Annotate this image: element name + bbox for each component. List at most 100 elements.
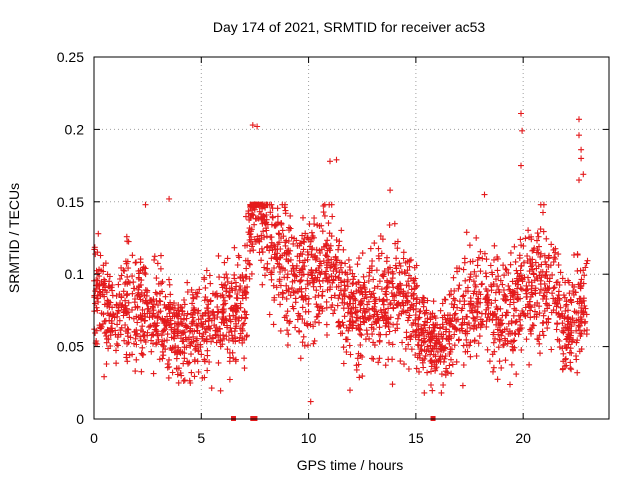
data-point	[285, 288, 292, 295]
data-point	[408, 275, 414, 282]
data-point	[276, 230, 282, 237]
data-point	[158, 280, 165, 287]
data-point	[470, 278, 477, 285]
data-point	[123, 354, 130, 361]
data-point	[561, 294, 568, 301]
x-tick-label: 10	[301, 430, 317, 446]
data-point	[463, 342, 470, 348]
data-point	[291, 289, 298, 296]
data-point	[278, 220, 285, 227]
data-point	[422, 338, 429, 345]
data-point	[300, 214, 306, 221]
data-point	[499, 329, 506, 336]
data-point	[555, 262, 562, 268]
data-point	[478, 310, 485, 317]
y-tick-label: 0.1	[65, 266, 85, 282]
data-point	[301, 342, 308, 349]
data-point	[329, 279, 336, 286]
data-point	[256, 249, 263, 256]
data-point	[473, 273, 480, 280]
data-point	[568, 350, 575, 357]
data-point	[462, 277, 469, 284]
data-point	[437, 343, 444, 350]
data-point	[360, 315, 367, 322]
data-point	[561, 324, 567, 331]
data-point	[160, 327, 167, 334]
data-point	[249, 211, 255, 218]
data-point	[318, 222, 325, 229]
data-point	[228, 280, 235, 287]
data-point	[389, 293, 396, 300]
data-point	[204, 347, 211, 354]
data-point	[258, 216, 265, 223]
data-point	[386, 339, 392, 346]
data-point	[296, 328, 303, 335]
data-point	[148, 337, 155, 344]
data-point	[408, 301, 415, 308]
data-point	[98, 323, 105, 330]
data-point	[578, 300, 585, 307]
data-point	[508, 361, 515, 368]
data-point	[164, 331, 171, 338]
data-point	[141, 269, 148, 276]
data-point	[350, 280, 357, 287]
data-point	[387, 300, 394, 306]
data-point	[383, 316, 390, 322]
data-point	[578, 331, 585, 337]
data-point	[179, 321, 186, 327]
data-point	[368, 321, 375, 328]
data-point	[447, 346, 454, 353]
data-point	[534, 230, 541, 237]
data-point	[367, 315, 373, 321]
data-point	[527, 314, 534, 321]
data-point	[371, 306, 378, 313]
data-point	[383, 284, 390, 291]
data-point	[305, 236, 312, 243]
data-point	[427, 342, 434, 349]
data-point	[131, 285, 138, 292]
data-point	[188, 286, 195, 293]
data-point	[423, 307, 430, 314]
data-point	[107, 343, 114, 349]
data-point	[95, 230, 102, 237]
data-point	[278, 264, 285, 271]
data-point	[204, 296, 211, 303]
data-point	[189, 319, 196, 325]
data-point	[277, 282, 284, 289]
data-point	[505, 320, 512, 327]
data-point	[263, 233, 270, 240]
data-point	[249, 122, 256, 129]
data-point	[502, 312, 509, 319]
data-point	[346, 342, 353, 349]
data-point	[226, 376, 233, 383]
data-point	[337, 323, 344, 330]
data-point	[254, 233, 261, 240]
data-point	[340, 360, 347, 367]
data-point	[414, 341, 421, 348]
data-point	[413, 283, 420, 290]
data-point	[560, 292, 567, 299]
data-point	[374, 283, 381, 290]
data-point	[343, 349, 350, 355]
data-point	[371, 342, 378, 349]
data-point	[174, 322, 181, 329]
data-point	[437, 307, 444, 314]
data-point	[502, 337, 509, 344]
data-point	[194, 310, 201, 317]
data-point	[556, 295, 563, 302]
data-point	[296, 278, 303, 285]
data-point	[137, 337, 144, 344]
data-point	[305, 300, 312, 307]
chart-title: Day 174 of 2021, SRMTID for receiver ac5…	[213, 19, 486, 35]
data-point	[392, 262, 399, 269]
data-point	[560, 329, 567, 336]
data-point	[415, 336, 422, 343]
data-point	[566, 334, 573, 341]
data-point	[169, 369, 176, 376]
data-point	[429, 387, 436, 394]
data-point	[355, 350, 362, 357]
data-point	[133, 356, 140, 363]
data-point	[446, 351, 453, 357]
data-point	[458, 307, 465, 314]
data-point	[403, 334, 410, 341]
